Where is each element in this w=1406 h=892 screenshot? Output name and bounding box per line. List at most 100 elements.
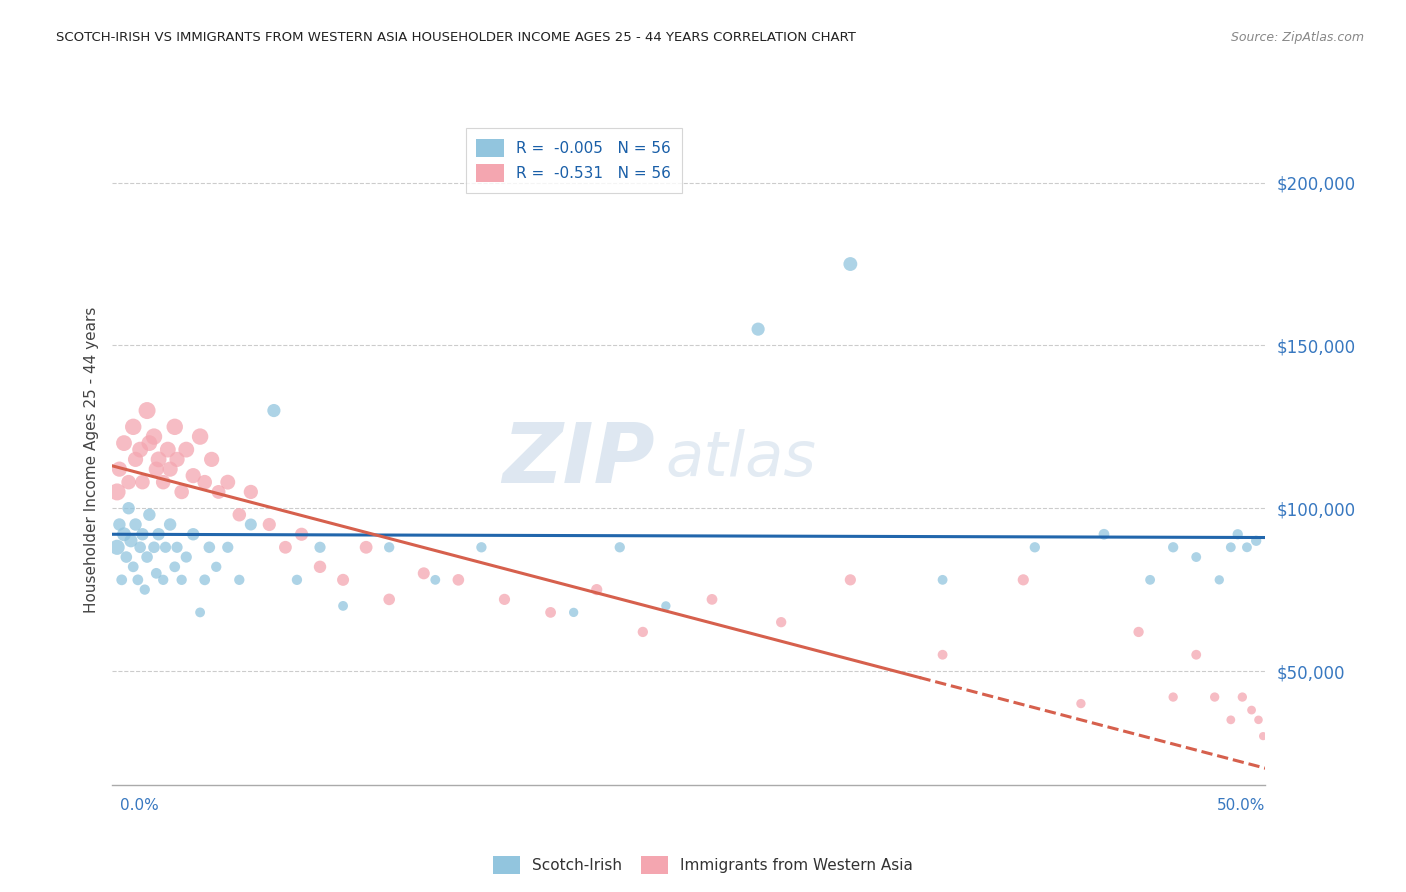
Point [470, 541, 492, 555]
Point [931, 573, 953, 587]
Text: SCOTCH-IRISH VS IMMIGRANTS FROM WESTERN ASIA HOUSEHOLDER INCOME AGES 25 - 44 YEA: SCOTCH-IRISH VS IMMIGRANTS FROM WESTERN … [56, 31, 856, 45]
Point [747, 322, 769, 336]
Point [181, 468, 204, 483]
Point [700, 592, 723, 607]
Point [148, 452, 170, 467]
Point [228, 573, 250, 587]
Point [770, 615, 793, 630]
Point [425, 573, 447, 587]
Point [131, 527, 153, 541]
Point [115, 549, 138, 565]
Point [112, 436, 135, 450]
Point [194, 475, 217, 490]
Text: Source: ZipAtlas.com: Source: ZipAtlas.com [1230, 31, 1364, 45]
Point [274, 541, 297, 555]
Point [494, 592, 516, 607]
Point [152, 573, 174, 587]
Point [117, 475, 139, 490]
Point [143, 429, 166, 443]
Point [447, 573, 470, 587]
Point [228, 508, 250, 522]
Point [155, 541, 177, 555]
Point [1161, 541, 1184, 555]
Legend: R =  -0.005   N = 56, R =  -0.531   N = 56: R = -0.005 N = 56, R = -0.531 N = 56 [465, 128, 682, 193]
Point [134, 582, 156, 597]
Point [122, 420, 145, 434]
Point [412, 566, 434, 581]
Point [540, 606, 562, 620]
Point [1204, 690, 1226, 704]
Point [839, 257, 862, 271]
Point [198, 541, 221, 555]
Point [609, 541, 631, 555]
Point [181, 527, 204, 541]
Point [562, 606, 585, 620]
Point [239, 485, 262, 500]
Point [1185, 648, 1208, 662]
Point [1161, 690, 1184, 704]
Text: 50.0%: 50.0% [1218, 798, 1265, 813]
Point [207, 485, 229, 500]
Point [105, 485, 128, 500]
Text: ZIP: ZIP [502, 419, 654, 500]
Point [263, 403, 285, 417]
Point [129, 442, 152, 457]
Point [108, 462, 131, 476]
Point [1244, 533, 1267, 548]
Point [1232, 690, 1254, 704]
Legend: Scotch-Irish, Immigrants from Western Asia: Scotch-Irish, Immigrants from Western As… [486, 850, 920, 880]
Point [1219, 541, 1241, 555]
Point [1012, 573, 1035, 587]
Point [332, 599, 354, 613]
Point [136, 549, 159, 565]
Point [138, 508, 160, 522]
Point [188, 429, 211, 443]
Point [332, 573, 354, 587]
Point [188, 606, 211, 620]
Point [156, 442, 179, 457]
Point [1024, 541, 1046, 555]
Point [129, 541, 152, 555]
Point [112, 527, 135, 541]
Point [124, 517, 146, 532]
Point [839, 573, 862, 587]
Point [145, 566, 167, 581]
Point [131, 475, 153, 490]
Point [122, 559, 145, 574]
Point [1236, 541, 1258, 555]
Point [631, 624, 654, 639]
Point [1247, 713, 1270, 727]
Point [217, 541, 239, 555]
Point [111, 573, 134, 587]
Point [931, 648, 953, 662]
Point [205, 559, 228, 574]
Point [166, 452, 188, 467]
Point [309, 559, 332, 574]
Point [159, 517, 181, 532]
Point [1128, 624, 1150, 639]
Point [174, 442, 197, 457]
Point [163, 420, 186, 434]
Point [138, 436, 160, 450]
Point [108, 517, 131, 532]
Point [354, 541, 377, 555]
Point [117, 501, 139, 516]
Point [1208, 573, 1230, 587]
Point [120, 533, 142, 548]
Point [290, 527, 312, 541]
Point [1219, 713, 1241, 727]
Point [1251, 729, 1274, 743]
Point [1226, 527, 1249, 541]
Point [201, 452, 224, 467]
Point [1139, 573, 1161, 587]
Point [145, 462, 167, 476]
Point [1070, 697, 1092, 711]
Point [378, 592, 401, 607]
Point [585, 582, 607, 597]
Point [655, 599, 678, 613]
Point [148, 527, 170, 541]
Point [309, 541, 332, 555]
Point [159, 462, 181, 476]
Point [105, 541, 128, 555]
Point [170, 485, 193, 500]
